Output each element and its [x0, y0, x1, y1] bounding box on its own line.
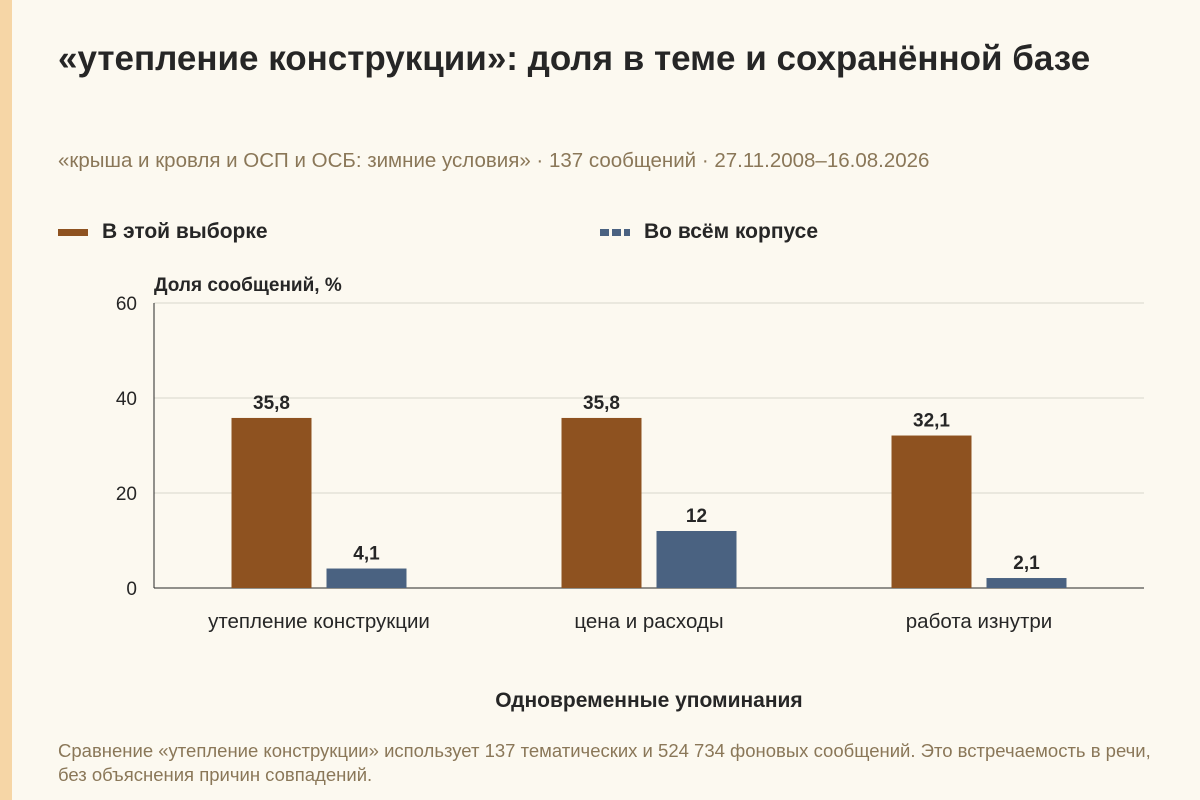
legend-item-series-1: В этой выборке	[58, 219, 268, 245]
chart-title: «утепление конструкции»: доля в теме и с…	[58, 39, 1091, 78]
y-tick-label: 40	[116, 389, 137, 410]
bar-series-1	[891, 435, 972, 588]
data-label: 35,8	[583, 393, 620, 414]
x-tick-label: цена и расходы	[574, 610, 723, 633]
y-tick-label: 0	[126, 579, 137, 600]
accent-bar	[0, 0, 12, 800]
data-label: 12	[686, 506, 707, 527]
bar-series-1	[231, 417, 312, 588]
x-tick-label: работа изнутри	[906, 610, 1052, 633]
data-label: 4,1	[353, 544, 380, 565]
legend-swatch-series-1	[58, 228, 88, 236]
bar-series-2	[326, 568, 407, 588]
bar-series-2	[986, 578, 1067, 588]
y-axis-title: Доля сообщений, %	[154, 275, 342, 296]
data-label: 35,8	[253, 393, 290, 414]
data-label: 32,1	[913, 411, 950, 432]
bar-series-2	[656, 531, 737, 588]
chart-subtitle: «крыша и кровля и ОСП и ОСБ: зимние усло…	[58, 149, 930, 172]
y-tick-label: 20	[116, 484, 137, 505]
legend-label-series-2: Во всём корпусе	[644, 220, 819, 243]
data-label: 2,1	[1013, 553, 1040, 574]
y-tick-label: 60	[116, 294, 137, 315]
x-axis-title: Одновременные упоминания	[495, 689, 802, 712]
bar-series-1	[561, 417, 642, 588]
legend-label-series-1: В этой выборке	[102, 220, 268, 243]
legend-item-series-2: Во всём корпусе	[600, 219, 818, 245]
x-tick-label: утепление конструкции	[208, 610, 430, 633]
legend-swatch-series-2	[600, 228, 630, 236]
footnote: Сравнение «утепление конструкции» исполь…	[58, 740, 1151, 785]
